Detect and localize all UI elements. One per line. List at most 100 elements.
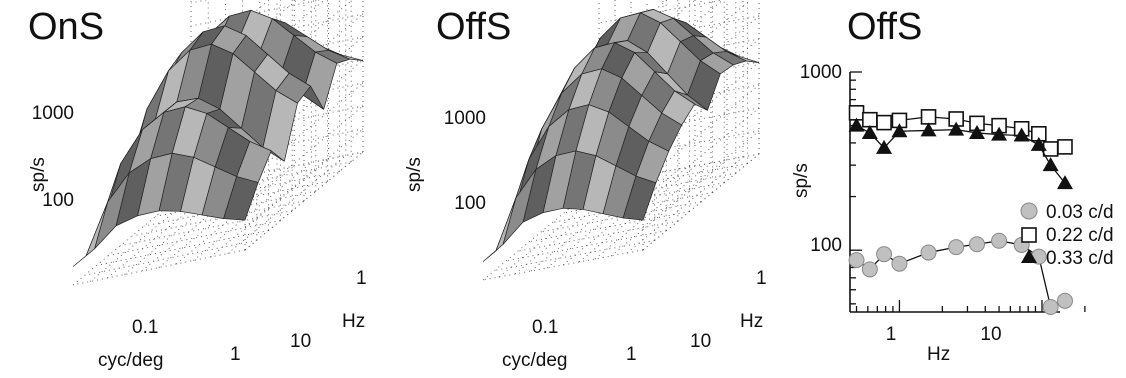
data-point-triangle [861, 124, 878, 139]
data-point-triangle [968, 124, 985, 139]
data-point-circle [1056, 292, 1073, 309]
line-plot: sp/s Hz 1000 100 1 10 0.03 c/d 0.22 c/d … [791, 62, 1114, 365]
y-axis-label: Hz [740, 311, 763, 332]
data-point-triangle [948, 121, 965, 136]
y-axis-label: sp/s [791, 163, 812, 198]
data-point-circle [861, 261, 878, 278]
legend: 0.03 c/d 0.22 c/d 0.33 c/d [1020, 202, 1114, 269]
surface-facet [72, 201, 108, 267]
y-tick-1: 1 [756, 268, 767, 289]
grid-line [540, 201, 702, 233]
surface-mesh [72, 9, 364, 267]
grid-line [642, 130, 760, 228]
data-point-circle [968, 236, 985, 253]
grid-line [193, 162, 312, 261]
x-axis-label: cyc/deg [98, 350, 163, 371]
panel-title: OffS [436, 6, 512, 48]
grid-line [210, 158, 329, 258]
legend-marker-triangle [1021, 249, 1037, 263]
x-tick-1: 1 [230, 344, 241, 365]
x-tick-0.1: 0.1 [132, 317, 158, 338]
grid-line [626, 156, 744, 254]
data-point-square [1057, 139, 1073, 155]
grid-line [506, 230, 667, 262]
grid-line [107, 179, 226, 279]
grid-line [482, 249, 644, 281]
data-point-triangle [1056, 175, 1073, 190]
grid-line [244, 151, 364, 251]
data-point-triangle [891, 123, 908, 138]
x-axis-label: cyc/deg [502, 350, 567, 371]
grid-line [141, 172, 261, 272]
surface-plot: 1000 100 sp/s 0.1 1 cyc/deg 1 10 Hz [28, 0, 367, 371]
data-point-triangle [1042, 157, 1059, 172]
y-tick-100: 100 [810, 235, 842, 256]
series-circle [848, 232, 1073, 316]
plot-axes [849, 71, 1086, 313]
x-tick-1: 1 [626, 344, 637, 365]
legend-marker-square [1021, 227, 1037, 243]
legend-label: 0.03 c/d [1046, 202, 1114, 223]
data-point-square [862, 111, 878, 128]
x-tick-0.1: 0.1 [532, 317, 558, 338]
plot-series [848, 105, 1073, 316]
data-point-circle [876, 246, 893, 263]
x-tick-1: 1 [886, 324, 897, 345]
data-point-circle [891, 255, 908, 272]
z-tick-100: 100 [42, 190, 74, 211]
data-point-square [920, 109, 937, 125]
grid-line [158, 169, 278, 268]
grid-line [244, 0, 270, 21]
data-point-triangle [991, 126, 1008, 141]
grid-line [89, 183, 209, 282]
z-tick-1000: 1000 [444, 108, 486, 129]
data-point-square [876, 114, 892, 131]
data-point-circle [948, 239, 965, 256]
data-point-triangle [1030, 136, 1047, 151]
grid-line [642, 0, 668, 21]
surface-facet [482, 197, 517, 262]
grid-line [190, 0, 208, 4]
panel-title: OnS [28, 6, 105, 48]
surface-mesh [482, 8, 760, 262]
data-point-triangle [876, 139, 893, 154]
data-point-triangle [920, 122, 937, 137]
grid-line [494, 239, 655, 271]
series-triangle [848, 117, 1073, 190]
panel-offs-line: OffS sp/s Hz 1000 100 1 10 0.03 c/d 0.22… [780, 0, 1126, 378]
grid-line [72, 186, 192, 286]
panel-ons: OnS 1000 100 sp/s 0.1 1 cyc/deg 1 10 Hz [0, 0, 370, 378]
grid-line [529, 211, 690, 243]
z-tick-100: 100 [454, 193, 486, 214]
grid-line [124, 176, 243, 275]
data-point-triangle [848, 117, 865, 132]
y-tick-1: 1 [356, 268, 367, 289]
grid-line [594, 162, 712, 260]
y-tick-1000: 1000 [800, 62, 842, 83]
data-point-square [1042, 141, 1059, 157]
panel-offs-surface: OffS 1000 100 sp/s 0.1 1 cyc/deg 1 10 Hz [398, 0, 768, 378]
y-tick-10: 10 [290, 331, 311, 352]
grid-line [610, 159, 728, 257]
grid-line [244, 105, 364, 205]
surface-plot: 1000 100 sp/s 0.1 1 cyc/deg 1 10 Hz [404, 0, 767, 371]
data-point-circle [920, 244, 937, 261]
legend-label: 0.33 c/d [1046, 248, 1114, 269]
data-point-circle [991, 232, 1008, 249]
z-axis-label: sp/s [404, 157, 425, 192]
data-point-circle [848, 252, 865, 269]
x-tick-10: 10 [980, 324, 1001, 345]
z-tick-1000: 1000 [32, 103, 74, 124]
grid-line [227, 155, 347, 254]
grid-line [517, 220, 678, 252]
y-axis-label: Hz [342, 311, 365, 332]
x-axis-label: Hz [927, 344, 950, 365]
legend-label: 0.22 c/d [1046, 225, 1114, 246]
grid-line [120, 210, 293, 247]
y-tick-10: 10 [690, 331, 711, 352]
grid-line [552, 191, 713, 223]
panel-title: OffS [847, 6, 923, 48]
data-point-triangle [1013, 127, 1030, 142]
grid-line [244, 128, 364, 228]
legend-marker-circle [1020, 202, 1038, 220]
